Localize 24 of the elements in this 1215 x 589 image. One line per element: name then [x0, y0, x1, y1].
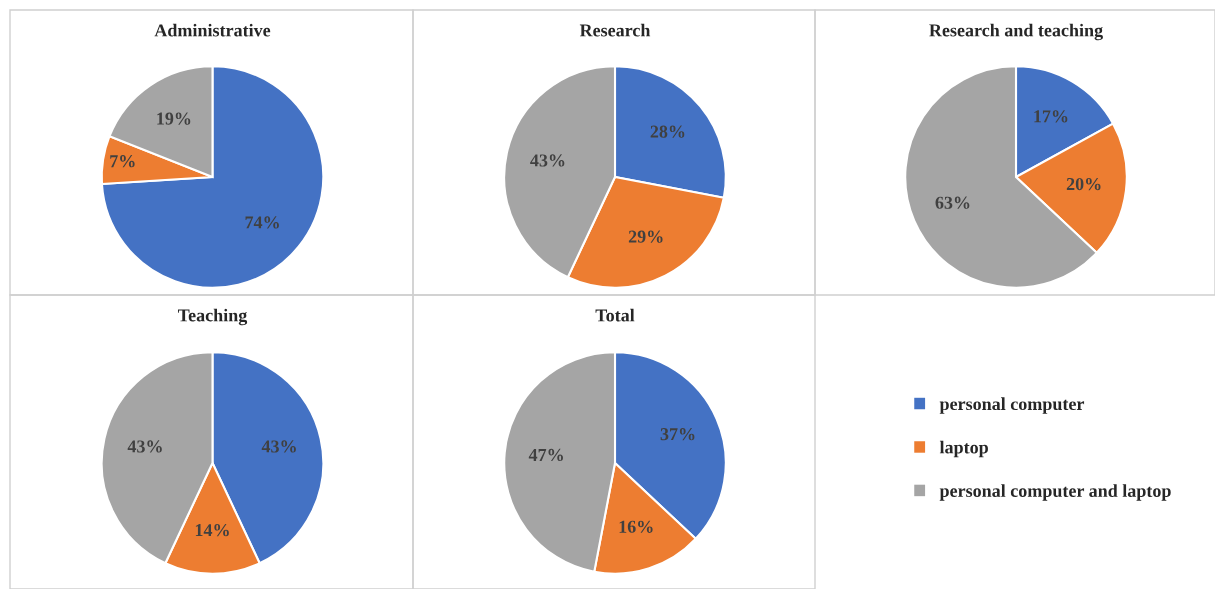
data-label: 43% — [127, 440, 162, 453]
chart-title: Administrative — [154, 23, 271, 37]
data-label: 16% — [619, 520, 653, 533]
chart-title: Teaching — [177, 308, 248, 326]
data-label: 63% — [935, 196, 970, 209]
chart-title: Research and teaching — [929, 23, 1103, 41]
data-label: 43% — [261, 440, 296, 453]
pie-slice — [100, 65, 325, 289]
data-label: 17% — [1034, 110, 1068, 123]
data-label: 20% — [1066, 177, 1101, 191]
data-label: 37% — [660, 428, 695, 441]
data-label: 19% — [157, 112, 191, 125]
data-label: 14% — [195, 524, 229, 537]
data-label: 29% — [628, 230, 663, 243]
data-label: 74% — [245, 216, 279, 229]
legend-label: personal computer and laptop — [939, 484, 1171, 501]
chart-title: Research — [579, 23, 651, 37]
legend-label: laptop — [939, 440, 988, 458]
data-label: 47% — [528, 448, 563, 462]
data-label: 7% — [110, 155, 135, 168]
chart-title: Total — [595, 308, 635, 322]
legend-label: personal computer — [939, 397, 1085, 414]
data-label: 43% — [530, 154, 565, 167]
data-label: 28% — [650, 125, 685, 138]
